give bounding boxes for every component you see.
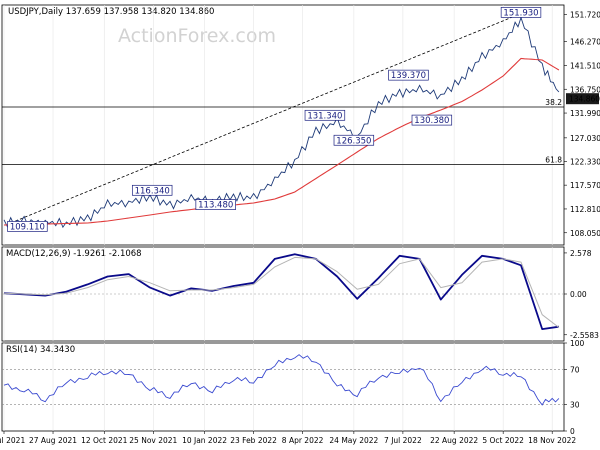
- x-tick-label: 5 Oct 2022: [482, 436, 524, 445]
- x-tick-label: 27 Aug 2021: [29, 436, 77, 445]
- y-tick-label: 122.330: [570, 157, 600, 166]
- price-annotation-label: 109.110: [10, 222, 45, 232]
- y-tick-label: 127.030: [570, 134, 600, 143]
- price-annotation-label: 130.380: [414, 116, 449, 126]
- watermark: ActionForex.com: [118, 25, 276, 47]
- price-annotation-box: [131, 184, 173, 196]
- macd-signal-line: [3, 256, 560, 328]
- price-annotation-box: [411, 114, 453, 126]
- price-annotation-label: 131.340: [307, 111, 342, 121]
- price-annotation-box: [500, 6, 542, 18]
- trend-line: [10, 13, 522, 224]
- x-tick-label: 12 Oct 2021: [81, 436, 128, 445]
- y-tick-label: 117.570: [570, 181, 600, 190]
- y-tick-label: 2.578: [570, 249, 592, 258]
- y-tick-label: 0: [570, 427, 575, 436]
- price-annotation-box: [388, 69, 429, 81]
- y-tick-label: 70: [570, 365, 580, 374]
- y-tick-label: 146.270: [570, 38, 600, 47]
- x-tick-label: 10 Jan 2022: [182, 436, 227, 445]
- price-annotation-box: [333, 134, 375, 146]
- x-tick-label: 18 Nov 2022: [528, 436, 576, 445]
- price-panel-title: USDJPY,Daily 137.659 137.958 134.820 134…: [8, 7, 214, 17]
- price-annotation-label: 151.930: [503, 8, 538, 18]
- macd-panel-title: MACD(12,26,9) -1.9261 -2.1068: [6, 249, 142, 259]
- y-tick-label: 0.00: [570, 290, 587, 299]
- x-tick-label: 22 Aug 2022: [430, 436, 478, 445]
- last-price-label: 134.860: [569, 95, 600, 104]
- last-price-tag: [566, 93, 599, 105]
- price-annotation-box: [304, 109, 346, 121]
- x-tick-label: 14 Jul 2021: [0, 436, 25, 445]
- fib-level-label: 38.2: [545, 98, 562, 107]
- rsi-line: [3, 354, 560, 406]
- x-tick-label: 7 Jul 2022: [384, 436, 422, 445]
- rsi-panel-frame: [1, 342, 565, 432]
- macd-panel: MACD(12,26,9) -1.9261 -2.1068 2.578 0.00 -…: [1, 246, 599, 342]
- price-annotation-label: 139.370: [391, 71, 426, 81]
- price-annotation-box: [195, 199, 236, 210]
- y-tick-label: 136.750: [570, 85, 600, 94]
- y-tick-label: 100: [570, 339, 585, 348]
- y-tick-label: 108.050: [570, 229, 600, 238]
- x-tick-label: 24 May 2022: [329, 436, 378, 445]
- macd-line: [3, 253, 560, 331]
- rsi-panel-title: RSI(14) 34.3430: [6, 345, 75, 355]
- price-annotation-box: [7, 221, 48, 232]
- price-annotation-label: 113.480: [198, 201, 233, 211]
- y-tick-label: 112.810: [570, 205, 600, 214]
- price-annotation-label: 116.340: [135, 186, 170, 196]
- x-tick-label: 23 Feb 2022: [230, 436, 277, 445]
- y-tick-label: 141.510: [570, 61, 600, 70]
- x-tick-label: 25 Nov 2021: [129, 436, 177, 445]
- price-line: [3, 16, 560, 229]
- fib-level-label: 61.8: [545, 156, 562, 165]
- y-tick-label: 131.990: [570, 109, 600, 118]
- rsi-panel: RSI(14) 34.3430 100 70 30 0 14 Jul 2021 27 A…: [0, 339, 585, 445]
- y-tick-label: 30: [570, 401, 580, 410]
- moving-average-line: [3, 57, 560, 226]
- x-tick-label: 8 Apr 2022: [282, 436, 324, 445]
- y-tick-label: 151.720: [570, 10, 600, 19]
- price-panel-frame: [1, 4, 565, 246]
- price-panel: ActionForex.com USDJPY,Daily 137.659 137…: [1, 4, 600, 246]
- price-annotation-label: 126.350: [336, 136, 371, 146]
- y-tick-label: -2.5583: [570, 331, 599, 340]
